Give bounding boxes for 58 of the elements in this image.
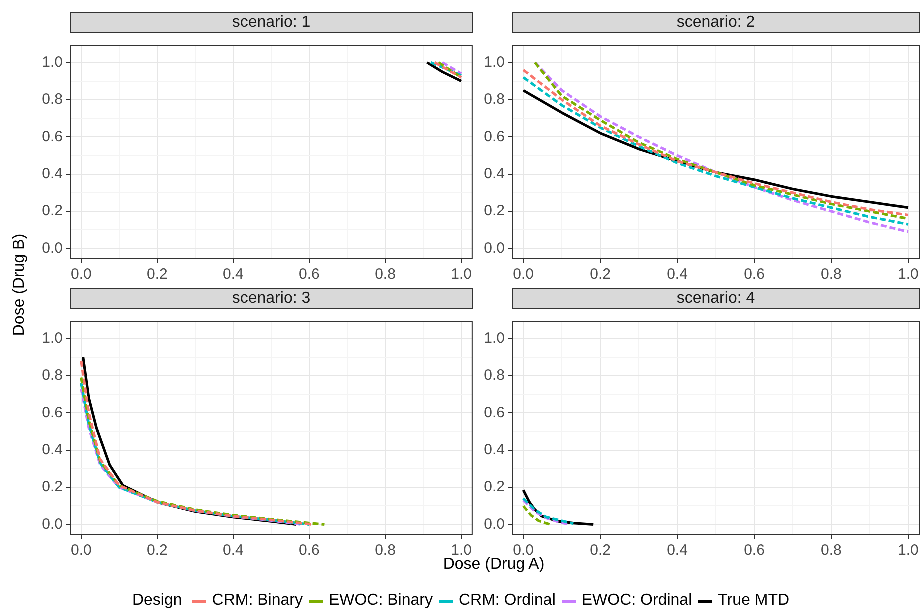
y-tick-label: 1.0 <box>484 330 505 347</box>
y-tick-label: 0.4 <box>484 165 505 182</box>
x-tick-label: 0.2 <box>146 266 168 284</box>
x-tick-label: 0.4 <box>667 266 688 284</box>
x-tick-label: 1.0 <box>898 266 919 284</box>
legend-title: Design <box>132 592 182 610</box>
x-tick-label: 0.4 <box>223 542 244 560</box>
y-tick-label: 0.2 <box>42 202 63 220</box>
x-tick-label: 0.0 <box>513 266 534 284</box>
y-tick-label: 0.2 <box>484 478 505 496</box>
x-tick-label: 0.8 <box>821 542 842 560</box>
y-tick-label: 0.2 <box>484 202 505 220</box>
y-tick-label: 1.0 <box>484 54 505 71</box>
y-tick-label: 0.0 <box>42 516 63 533</box>
y-axis-title: Dose (Drug B) <box>11 234 29 336</box>
y-tick-label: 0.4 <box>42 441 63 458</box>
y-tick-label: 0.0 <box>484 516 505 533</box>
chart-title: scenario: 4 <box>512 288 920 309</box>
y-tick-label: 0.8 <box>42 91 63 108</box>
legend-label: CRM: Binary <box>212 592 303 610</box>
x-tick-label: 0.8 <box>375 266 396 284</box>
y-tick-label: 0.8 <box>42 367 63 384</box>
y-tick-label: 0.6 <box>484 128 505 146</box>
y-tick-label: 0.2 <box>42 478 63 496</box>
y-tick-label: 0.8 <box>484 367 505 384</box>
y-tick-label: 0.0 <box>42 240 63 257</box>
x-tick-label: 0.2 <box>146 542 168 560</box>
y-tick-label: 0.6 <box>484 404 505 422</box>
y-tick-label: 0.6 <box>42 404 63 422</box>
x-tick-label: 0.6 <box>744 266 765 284</box>
y-tick-label: 0.6 <box>42 128 63 146</box>
legend-label: EWOC: Ordinal <box>582 592 692 610</box>
y-tick-label: 1.0 <box>42 54 63 71</box>
y-tick-label: 0.0 <box>484 240 505 257</box>
x-tick-label: 0.8 <box>375 542 396 560</box>
legend-label: EWOC: Binary <box>328 592 433 610</box>
chart-title: scenario: 2 <box>512 12 920 33</box>
y-tick-label: 1.0 <box>42 330 63 347</box>
chart-title: scenario: 3 <box>70 288 473 309</box>
chart-title: scenario: 1 <box>70 12 473 33</box>
x-tick-label: 0.8 <box>821 266 842 284</box>
y-tick-label: 0.8 <box>484 91 505 108</box>
legend-label: CRM: Ordinal <box>458 592 556 610</box>
x-tick-label: 0.2 <box>590 542 611 560</box>
line-series <box>522 504 552 526</box>
legend-label: True MTD <box>718 592 790 610</box>
y-tick-label: 0.4 <box>42 165 63 182</box>
x-tick-label: 0.6 <box>744 542 765 560</box>
x-tick-label: 0.0 <box>70 542 92 560</box>
x-tick-label: 0.4 <box>223 266 244 284</box>
x-tick-label: 0.2 <box>590 266 611 284</box>
y-tick-label: 0.4 <box>484 441 505 458</box>
x-tick-label: 0.6 <box>299 266 320 284</box>
x-tick-label: 0.6 <box>299 542 320 560</box>
x-tick-label: 1.0 <box>451 266 472 284</box>
x-tick-label: 1.0 <box>898 542 919 560</box>
x-tick-label: 0.0 <box>70 266 92 284</box>
x-tick-label: 0.4 <box>667 542 688 560</box>
